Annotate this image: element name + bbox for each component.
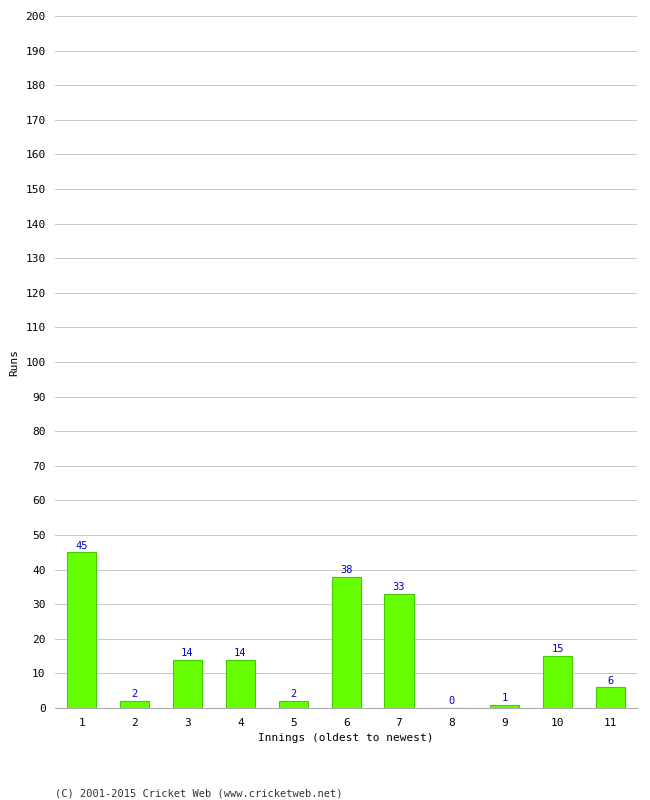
Bar	[120, 701, 149, 708]
Text: 1: 1	[502, 693, 508, 703]
Text: 14: 14	[181, 648, 194, 658]
Bar	[543, 656, 572, 708]
Bar	[173, 659, 202, 708]
Text: 33: 33	[393, 582, 405, 592]
Bar	[596, 687, 625, 708]
Y-axis label: Runs: Runs	[10, 349, 20, 375]
Text: 15: 15	[551, 644, 564, 654]
Bar	[332, 577, 361, 708]
Text: 2: 2	[131, 690, 138, 699]
Bar	[279, 701, 308, 708]
Bar	[384, 594, 413, 708]
Bar	[226, 659, 255, 708]
Text: 2: 2	[290, 690, 296, 699]
Text: 14: 14	[234, 648, 246, 658]
Bar	[490, 705, 519, 708]
Text: (C) 2001-2015 Cricket Web (www.cricketweb.net): (C) 2001-2015 Cricket Web (www.cricketwe…	[55, 788, 343, 798]
Bar	[67, 552, 96, 708]
Text: 0: 0	[448, 696, 455, 706]
X-axis label: Innings (oldest to newest): Innings (oldest to newest)	[259, 734, 434, 743]
Text: 38: 38	[340, 565, 352, 574]
Text: 45: 45	[75, 541, 88, 550]
Text: 6: 6	[608, 675, 614, 686]
